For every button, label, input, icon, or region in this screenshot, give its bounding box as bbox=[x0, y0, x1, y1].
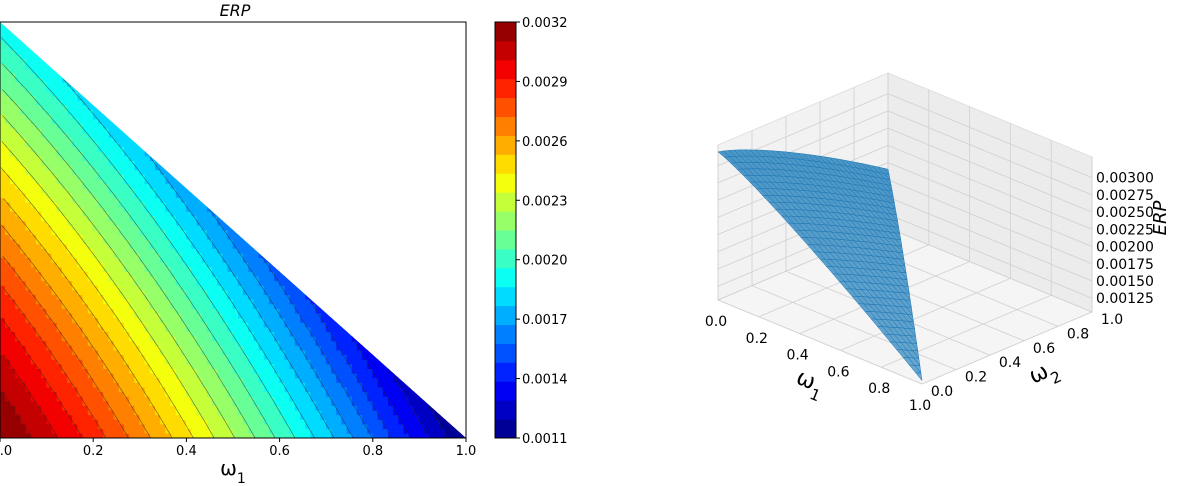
colorbar-band bbox=[495, 230, 516, 250]
colorbar-band bbox=[495, 400, 516, 420]
surface-x-tick-label: 1.0 bbox=[909, 398, 931, 414]
surface-y-axis-label: ω2 bbox=[1025, 355, 1064, 396]
surface-z-tick-label: 0.00150 bbox=[1096, 274, 1154, 290]
surface-y-tick-label: 0.8 bbox=[1067, 326, 1089, 342]
x-tick-label: 0.4 bbox=[176, 444, 197, 459]
colorbar-band bbox=[495, 78, 516, 99]
colorbar-band bbox=[495, 362, 516, 382]
surface-z-tick-label: 0.00175 bbox=[1096, 257, 1154, 273]
colorbar-band bbox=[495, 305, 516, 326]
surface-z-tick-label: 0.00200 bbox=[1096, 240, 1154, 256]
colorbar-band bbox=[495, 154, 516, 174]
surface-z-tick-label: 0.00275 bbox=[1096, 188, 1154, 204]
colorbar-band bbox=[495, 59, 516, 80]
contour-axes-frame bbox=[0, 21, 467, 439]
colorbar-tick-label: 0.0020 bbox=[522, 254, 568, 269]
surface-x-tick-label: 0.6 bbox=[827, 364, 849, 380]
colorbar-band bbox=[495, 116, 516, 136]
surface-x-tick-label: 0.8 bbox=[868, 381, 890, 397]
colorbar-tick-label: 0.0023 bbox=[522, 194, 568, 209]
colorbar-band bbox=[495, 22, 516, 42]
x-tick-label: 0.2 bbox=[83, 444, 104, 459]
colorbar-band bbox=[495, 286, 516, 307]
colorbar-band bbox=[495, 173, 516, 193]
x-tick-label: 0.8 bbox=[362, 444, 383, 459]
colorbar-band bbox=[495, 192, 516, 212]
colorbar-band bbox=[495, 135, 516, 155]
surface-y-tick-label: 0.0 bbox=[931, 384, 953, 400]
colorbar: 0.0011 0.0014 0.0017 0.0020 0.0023 0.0026 0.00… bbox=[494, 16, 568, 447]
colorbar-tick-label: 0.0014 bbox=[522, 373, 568, 388]
colorbar-frame bbox=[494, 21, 517, 439]
contour-x-ticks: .0 0.2 0.4 0.6 0.8 1.0 bbox=[0, 438, 476, 459]
colorbar-band bbox=[495, 343, 516, 363]
x-tick-label: 1.0 bbox=[456, 444, 477, 459]
contour-fill-area bbox=[0, 22, 466, 438]
surface-z-tick-label: 0.00250 bbox=[1096, 205, 1154, 221]
colorbar-tick-label: 0.0026 bbox=[522, 135, 568, 150]
surface-x-tick-label: 0.0 bbox=[705, 314, 727, 330]
surface-x-axis-label: ω1 bbox=[790, 365, 828, 405]
surface-y-tick-label: 0.6 bbox=[1033, 341, 1055, 357]
colorbar-tick-label: 0.0011 bbox=[522, 432, 568, 447]
contour-title: ERP bbox=[220, 1, 251, 20]
surface-y-tick-label: 0.2 bbox=[965, 370, 987, 386]
colorbar-tick-label: 0.0032 bbox=[522, 16, 568, 31]
contour-x-axis-label: ω1 bbox=[220, 456, 246, 486]
surface-3d-plot: 0.00.20.40.60.81.00.00.20.40.60.81.00.00… bbox=[705, 72, 1171, 414]
colorbar-band bbox=[495, 40, 516, 61]
surface-y-tick-label: 1.0 bbox=[1101, 312, 1123, 328]
contour-lines bbox=[0, 37, 448, 438]
colorbar-band bbox=[495, 267, 516, 288]
x-tick-label: .0 bbox=[0, 444, 12, 459]
colorbar-band bbox=[495, 211, 516, 231]
x-tick-label: 0.6 bbox=[269, 444, 290, 459]
colorbar-band bbox=[495, 97, 516, 118]
surface-z-tick-label: 0.00300 bbox=[1096, 171, 1154, 187]
colorbar-tick-label: 0.0029 bbox=[522, 75, 568, 90]
surface-y-tick-label: 0.4 bbox=[999, 355, 1021, 371]
colorbar-band bbox=[495, 248, 516, 269]
colorbar-band bbox=[495, 381, 516, 401]
surface-x-tick-label: 0.4 bbox=[786, 348, 808, 364]
surface-z-tick-label: 0.00125 bbox=[1096, 291, 1154, 307]
surface-x-tick-label: 0.2 bbox=[746, 331, 768, 347]
colorbar-tick-label: 0.0017 bbox=[522, 313, 568, 328]
contour-plot: .0 0.2 0.4 0.6 0.8 1.0 ERP ω1 bbox=[0, 1, 476, 486]
surface-z-tick-label: 0.00225 bbox=[1096, 222, 1154, 238]
colorbar-band bbox=[495, 419, 516, 439]
surface-mesh bbox=[717, 149, 923, 382]
surface-z-axis-label: ERP bbox=[1150, 200, 1171, 235]
colorbar-band bbox=[495, 324, 516, 344]
